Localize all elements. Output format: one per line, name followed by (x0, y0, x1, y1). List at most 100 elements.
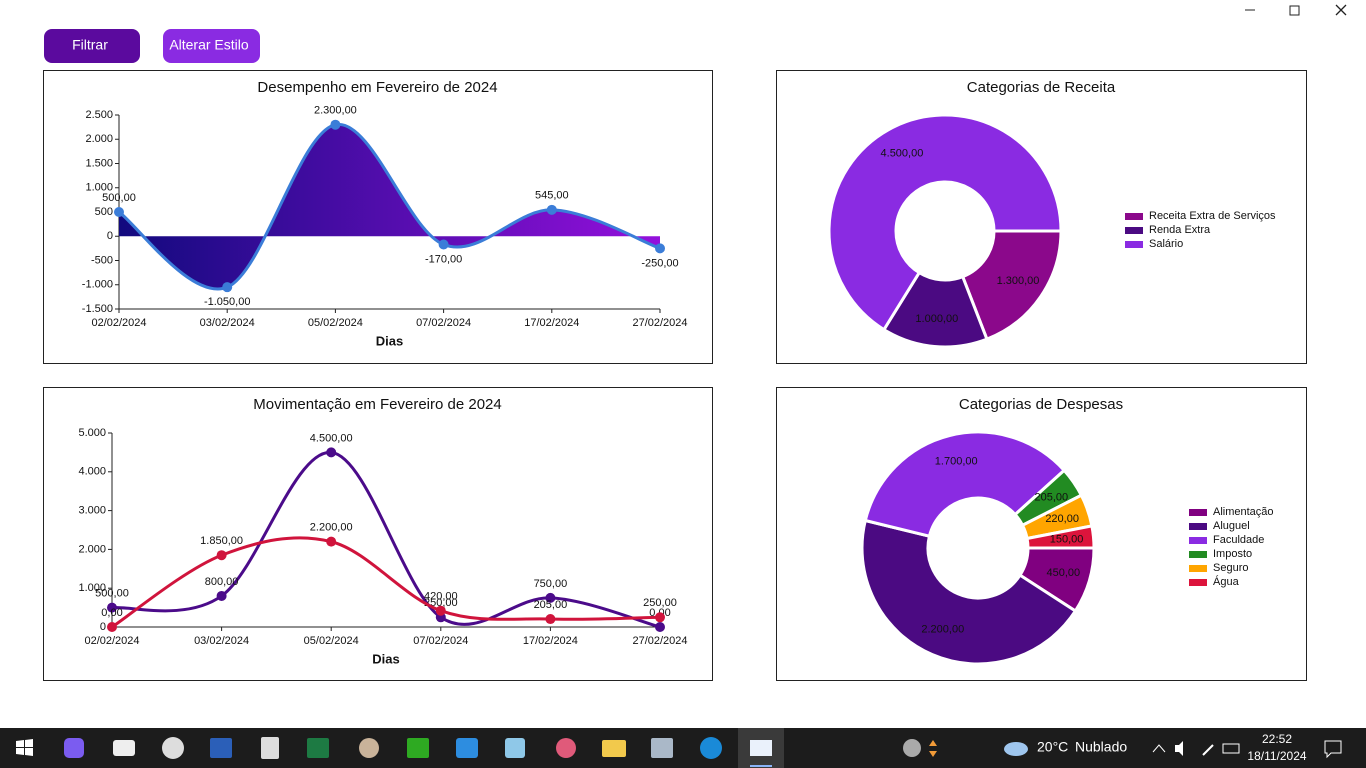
word-icon[interactable] (210, 738, 232, 758)
data-label: 420,00 (424, 591, 458, 603)
legend-swatch (1125, 241, 1143, 248)
y-tick-label: 0 (100, 621, 106, 633)
legend-swatch (1189, 509, 1207, 516)
restore-button[interactable] (1289, 5, 1300, 16)
close-button[interactable] (1335, 4, 1347, 16)
point (655, 243, 665, 254)
app-icon[interactable] (505, 738, 525, 758)
copilot-icon[interactable] (64, 738, 84, 758)
data-label: -1.050,00 (204, 296, 250, 308)
data-label: 2.200,00 (310, 522, 353, 534)
legend-swatch (1189, 537, 1207, 544)
legend-label: Imposto (1213, 548, 1252, 560)
app-icon[interactable] (651, 738, 673, 758)
filter-button[interactable] (44, 29, 140, 63)
x-tick-label: 03/02/2024 (194, 635, 249, 647)
chart-title: Categorias de Receita (967, 79, 1116, 96)
slice-label: 220,00 (1045, 513, 1079, 525)
x-tick-label: 07/02/2024 (413, 635, 468, 647)
notifications-icon[interactable] (1324, 740, 1342, 759)
x-tick-label: 02/02/2024 (84, 635, 139, 647)
slice-label: 1.300,00 (997, 275, 1040, 287)
chart-title: Movimentação em Fevereiro de 2024 (253, 396, 501, 413)
slice (860, 518, 1078, 666)
legend-label: Salário (1149, 238, 1183, 250)
x-tick-label: 27/02/2024 (632, 317, 687, 329)
slice-label: 450,00 (1047, 567, 1081, 579)
legend-swatch (1189, 565, 1207, 572)
data-label: 500,00 (102, 192, 136, 204)
camera-icon[interactable] (113, 740, 135, 756)
y-tick-label: 2.500 (85, 109, 113, 121)
slice-label: 205,00 (1034, 491, 1068, 503)
y-tick-label: 2.000 (85, 133, 113, 145)
point (655, 612, 665, 623)
x-tick-label: 02/02/2024 (91, 317, 146, 329)
legend-swatch (1125, 227, 1143, 234)
y-tick-label: -500 (91, 254, 113, 266)
explorer-icon[interactable] (602, 740, 626, 757)
tray-chevron[interactable] (1152, 744, 1166, 753)
point (546, 204, 557, 215)
point (216, 550, 227, 561)
compass-icon[interactable] (359, 738, 379, 758)
point (107, 622, 117, 632)
excel-icon[interactable] (307, 738, 329, 758)
taskbar-icons (16, 728, 1342, 768)
tray-icon[interactable] (929, 740, 937, 757)
point (216, 590, 227, 601)
x-tick-label: 27/02/2024 (632, 635, 687, 647)
store-icon[interactable] (456, 738, 478, 758)
photos-icon[interactable] (162, 737, 184, 759)
data-label: 800,00 (205, 576, 239, 588)
weather-icon[interactable] (1004, 742, 1028, 756)
legend-label: Seguro (1213, 562, 1248, 574)
x-tick-label: 05/02/2024 (304, 635, 359, 647)
clock-date[interactable]: 18/11/2024 (1247, 749, 1306, 763)
y-tick-label: -1.500 (82, 303, 113, 315)
chart-title: Categorias de Despesas (959, 396, 1123, 413)
point (114, 207, 124, 217)
legend-label: Aluguel (1213, 520, 1250, 532)
y-tick-label: -1.000 (82, 279, 113, 291)
chart-title: Desempenho em Fevereiro de 2024 (257, 79, 497, 96)
x-tick-label: 05/02/2024 (308, 317, 363, 329)
y-tick-label: 2.000 (78, 543, 106, 555)
x-axis-title: Dias (376, 333, 403, 348)
y-tick-label: 1.500 (85, 157, 113, 169)
volume-icon[interactable] (1175, 741, 1183, 756)
point (435, 605, 446, 616)
legend-swatch (1125, 213, 1143, 220)
y-tick-label: 1.000 (85, 182, 113, 194)
calculator-icon[interactable] (261, 737, 279, 759)
y-tick-label: 4.000 (78, 466, 106, 478)
snip-icon[interactable] (556, 738, 576, 758)
slice (1025, 524, 1096, 550)
area (119, 124, 660, 289)
slice-label: 150,00 (1050, 533, 1084, 545)
y-tick-label: 5.000 (78, 427, 106, 439)
edge-icon[interactable] (700, 737, 722, 759)
slice (960, 229, 1063, 342)
x-tick-label: 07/02/2024 (416, 317, 471, 329)
wifi-icon[interactable] (1202, 744, 1214, 756)
app-icon[interactable] (407, 738, 429, 758)
style-button[interactable] (163, 29, 260, 63)
style-button-label[interactable]: Alterar Estilo (169, 37, 249, 53)
start-button[interactable] (16, 739, 33, 756)
point (330, 119, 341, 130)
clock-time[interactable]: 22:52 (1262, 732, 1292, 746)
tray-icon[interactable] (903, 739, 921, 757)
data-label: 750,00 (534, 578, 568, 590)
point (326, 536, 337, 547)
battery-icon[interactable] (1222, 743, 1240, 754)
filter-button-label[interactable]: Filtrar (72, 37, 108, 53)
data-label: 1.850,00 (200, 535, 243, 547)
x-axis-title: Dias (372, 651, 399, 666)
point (655, 622, 665, 632)
weather-temperature[interactable]: 20°C (1037, 739, 1068, 755)
legend-label: Alimentação (1213, 506, 1274, 518)
data-label: 4.500,00 (310, 432, 353, 444)
weather-condition[interactable]: Nublado (1075, 739, 1127, 755)
